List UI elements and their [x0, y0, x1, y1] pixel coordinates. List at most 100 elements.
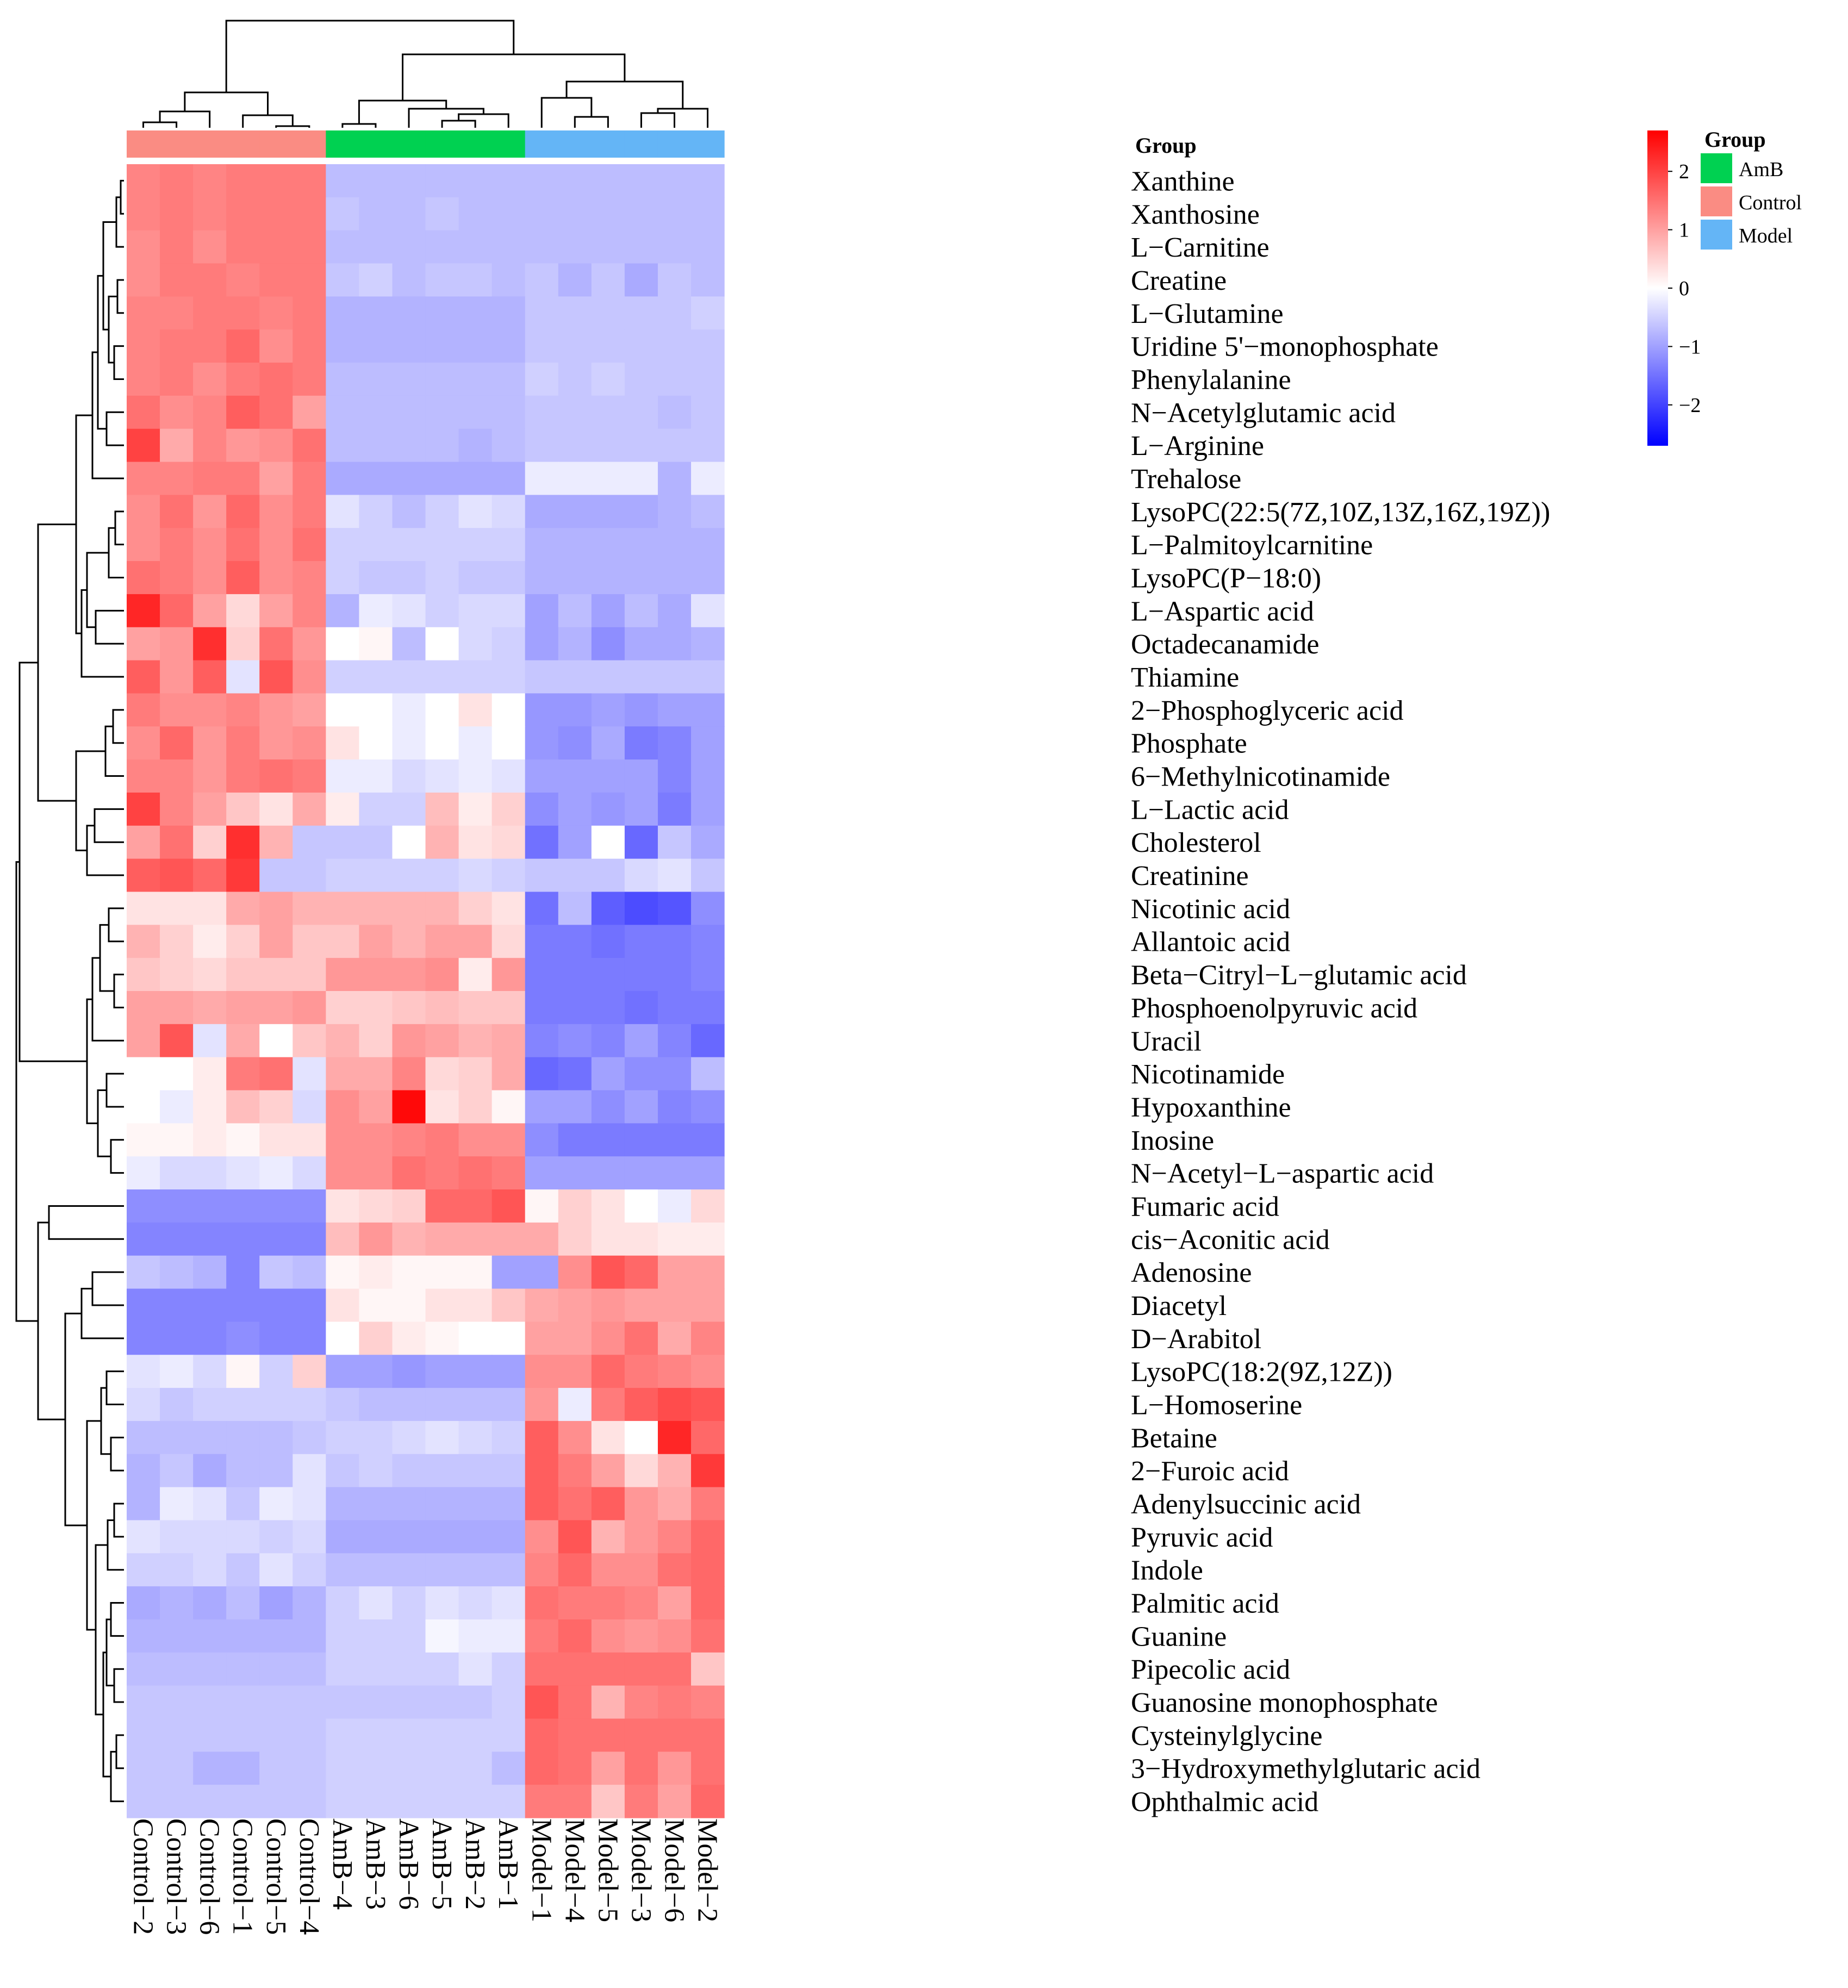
heatmap-cell	[525, 1322, 559, 1355]
heatmap-cell	[392, 363, 426, 396]
heatmap-cell	[193, 726, 227, 760]
heatmap-cell	[359, 726, 393, 760]
row-label: Guanosine monophosphate	[1131, 1687, 1438, 1718]
heatmap-cell	[293, 858, 326, 893]
heatmap-cell	[657, 1355, 692, 1388]
heatmap-cell	[525, 1487, 559, 1521]
heatmap-cell	[691, 395, 725, 429]
heatmap-cell	[425, 759, 459, 793]
heatmap-cell	[491, 363, 526, 396]
heatmap-cell	[491, 1255, 526, 1289]
heatmap-cell	[458, 925, 493, 958]
heatmap-cell	[293, 1322, 326, 1355]
heatmap-cell	[624, 230, 658, 264]
heatmap-cell	[558, 693, 592, 727]
heatmap-cell	[226, 1752, 260, 1785]
heatmap-cell	[160, 1652, 194, 1686]
heatmap-cell	[425, 925, 459, 958]
heatmap-cell	[558, 1752, 592, 1785]
heatmap-cell	[226, 1057, 260, 1091]
heatmap-cell	[160, 759, 194, 793]
color-scale: 2 1 0 −1 −2	[1647, 130, 1701, 446]
heatmap-cell	[458, 1752, 493, 1785]
heatmap-cell	[624, 594, 658, 628]
heatmap-cell	[558, 1189, 592, 1223]
heatmap-cell	[127, 363, 160, 396]
heatmap-cell	[691, 1090, 725, 1124]
column-label: Control−3	[161, 1818, 192, 1935]
heatmap-cell	[326, 1355, 360, 1388]
heatmap-cell	[193, 296, 227, 330]
column-label: Control−6	[194, 1818, 225, 1935]
heatmap-cell	[657, 792, 692, 826]
heatmap-cell	[193, 660, 227, 694]
heatmap-cells	[127, 164, 725, 1818]
dendrogram-link	[640, 112, 675, 128]
heatmap-cell	[259, 892, 293, 925]
heatmap-cell	[491, 1156, 526, 1190]
heatmap-cell	[425, 428, 459, 463]
heatmap-cell	[160, 296, 194, 330]
heatmap-cell	[226, 1388, 260, 1422]
heatmap-cell	[293, 627, 326, 661]
dendrogram-link	[94, 808, 124, 843]
heatmap-cell	[259, 1090, 293, 1124]
heatmap-cell	[259, 1189, 293, 1223]
row-label: LysoPC(18:2(9Z,12Z))	[1131, 1357, 1392, 1388]
row-label: Xanthosine	[1131, 199, 1260, 230]
heatmap-cell	[392, 627, 426, 661]
group-annotation-title: Group	[1135, 133, 1197, 158]
heatmap-cell	[193, 1586, 227, 1620]
heatmap-cell	[160, 495, 194, 528]
heatmap-cell	[293, 1024, 326, 1058]
heatmap-cell	[691, 726, 725, 760]
heatmap-cell	[591, 164, 625, 198]
heatmap-cell	[491, 726, 526, 760]
heatmap-cell	[359, 164, 393, 198]
row-label: Pipecolic acid	[1131, 1654, 1290, 1685]
row-label: L−Aspartic acid	[1131, 596, 1314, 627]
heatmap-cell	[193, 958, 227, 992]
heatmap-cell	[558, 1222, 592, 1256]
heatmap-cell	[193, 1685, 227, 1719]
heatmap-cell	[293, 296, 326, 330]
group-annotation-cell	[193, 130, 227, 158]
heatmap-cell	[691, 693, 725, 727]
heatmap-cell	[160, 1685, 194, 1719]
heatmap-cell	[458, 1057, 493, 1091]
heatmap-cell	[591, 528, 625, 562]
dendrogram-link	[37, 524, 76, 802]
row-label: cis−Aconitic acid	[1131, 1224, 1330, 1255]
row-label: Phenylalanine	[1131, 365, 1291, 396]
heatmap-cell	[127, 395, 160, 429]
legend-swatch	[1701, 220, 1732, 250]
heatmap-cell	[326, 1785, 360, 1818]
heatmap-cell	[359, 528, 393, 562]
heatmap-cell	[127, 329, 160, 363]
heatmap-cell	[293, 1785, 326, 1818]
heatmap-cell	[293, 1189, 326, 1223]
heatmap-cell	[259, 363, 293, 396]
heatmap-cell	[425, 1553, 459, 1587]
group-annotation-bar	[127, 130, 725, 158]
heatmap-cell	[458, 660, 493, 694]
heatmap-cell	[425, 1255, 459, 1289]
heatmap-cell	[525, 1553, 559, 1587]
heatmap-cell	[293, 263, 326, 297]
heatmap-cell	[491, 792, 526, 826]
heatmap-cell	[127, 495, 160, 528]
column-label: Model−6	[659, 1818, 690, 1922]
heatmap-cell	[525, 693, 559, 727]
heatmap-cell	[657, 1718, 692, 1752]
heatmap-cell	[127, 1454, 160, 1488]
dendrogram-link	[18, 662, 87, 1062]
heatmap-cell	[193, 594, 227, 628]
heatmap-cell	[525, 627, 559, 661]
heatmap-cell	[624, 627, 658, 661]
heatmap-cell	[193, 1222, 227, 1256]
column-label: AmB−5	[426, 1818, 457, 1910]
group-annotation-cell	[491, 130, 526, 158]
row-label: N−Acetylglutamic acid	[1131, 397, 1396, 428]
heatmap-cell	[160, 1487, 194, 1521]
heatmap-cell	[624, 164, 658, 198]
